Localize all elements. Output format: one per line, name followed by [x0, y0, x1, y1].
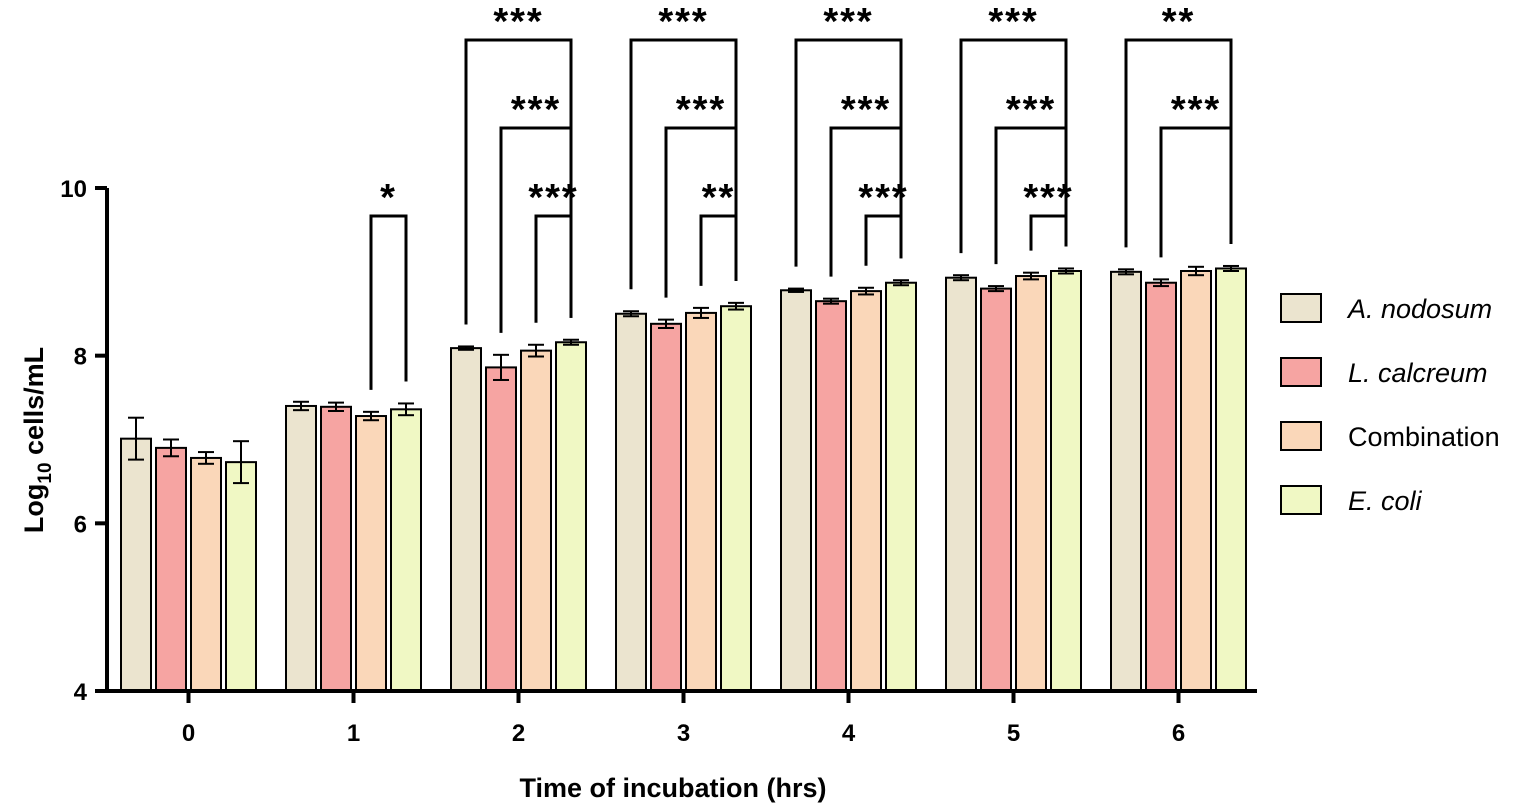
significance-label: *** — [1023, 177, 1073, 219]
y-axis-title-subscript: 10 — [35, 462, 56, 483]
error-bars-layer — [128, 264, 1239, 485]
significance-bracket — [629, 38, 738, 290]
significance-label: *** — [823, 1, 873, 43]
bar — [1110, 270, 1142, 692]
significance-bracket — [959, 38, 1068, 254]
bar — [1015, 275, 1047, 692]
legend-swatch — [1280, 357, 1322, 387]
bar — [320, 405, 352, 692]
legend-swatch — [1280, 421, 1322, 451]
axes-layer — [105, 188, 1257, 693]
significance-layer: * ***************************************… — [369, 1, 1233, 390]
bar — [815, 300, 847, 692]
bar — [555, 341, 587, 692]
significance-label: ** — [1162, 1, 1196, 43]
significance-bracket — [699, 214, 738, 286]
bar — [285, 404, 317, 692]
bar — [615, 312, 647, 692]
significance-bracket — [1029, 214, 1068, 251]
legend-label: Combination — [1348, 422, 1500, 452]
bar — [390, 408, 422, 692]
x-axis-title: Time of incubation (hrs) — [519, 773, 826, 803]
bar — [1145, 281, 1177, 692]
significance-bracket — [464, 38, 573, 325]
legend-swatch — [1280, 293, 1322, 323]
bar — [720, 305, 752, 692]
bar — [190, 456, 222, 692]
significance-bracket — [534, 214, 573, 323]
legend-label: L. calcreum — [1348, 358, 1488, 388]
significance-label: *** — [658, 1, 708, 43]
legend: A. nodosum L. calcreum Combination E. coli — [1280, 293, 1500, 516]
x-tick-label: 4 — [842, 720, 856, 747]
significance-bracket — [1159, 126, 1233, 258]
bar — [685, 311, 717, 692]
bar — [850, 290, 882, 692]
y-tick-label: 4 — [74, 679, 88, 706]
y-axis-title: Log10 cells/mL — [19, 347, 56, 533]
significance-label: *** — [676, 89, 726, 131]
bar — [885, 281, 917, 692]
y-ticks: 4 6 8 10 — [60, 176, 107, 706]
significance-bracket — [864, 214, 903, 266]
significance-label: *** — [1171, 89, 1221, 131]
bar — [485, 366, 517, 692]
bar — [1180, 269, 1212, 692]
bar — [945, 276, 977, 692]
legend-label: A. nodosum — [1346, 294, 1492, 324]
bar — [650, 322, 682, 692]
significance-label: *** — [511, 89, 561, 131]
bar — [1050, 269, 1082, 692]
significance-label: ** — [702, 177, 736, 219]
x-ticks: 0 1 2 3 4 5 6 — [182, 691, 1185, 747]
significance-label: * — [380, 177, 397, 219]
x-tick-label: 0 — [182, 720, 195, 747]
bars-layer — [120, 267, 1247, 693]
y-tick-label: 6 — [74, 511, 87, 538]
bar — [355, 415, 387, 692]
bar — [980, 287, 1012, 692]
bar — [520, 349, 552, 692]
y-tick-label: 10 — [60, 176, 87, 203]
x-tick-label: 2 — [512, 720, 525, 747]
x-tick-label: 6 — [1172, 720, 1185, 747]
significance-bracket — [369, 214, 408, 390]
x-tick-label: 1 — [347, 720, 360, 747]
y-axis-title-main: Log — [19, 484, 49, 533]
significance-label: *** — [1006, 89, 1056, 131]
x-tick-label: 5 — [1007, 720, 1020, 747]
x-tick-label: 3 — [677, 720, 690, 747]
significance-label: *** — [858, 177, 908, 219]
significance-bracket — [1124, 38, 1233, 248]
legend-swatch — [1280, 485, 1322, 515]
legend-label: E. coli — [1348, 486, 1423, 516]
significance-label: *** — [988, 1, 1038, 43]
significance-label: *** — [493, 1, 543, 43]
y-axis-title-rest: cells/mL — [19, 347, 49, 463]
bar — [780, 289, 812, 692]
bar — [155, 446, 187, 692]
y-tick-label: 8 — [74, 344, 87, 371]
bar — [120, 437, 152, 692]
significance-bracket — [794, 38, 903, 267]
significance-label: *** — [841, 89, 891, 131]
significance-label: *** — [528, 177, 578, 219]
bar — [225, 461, 257, 693]
bar — [450, 347, 482, 692]
bar — [1215, 267, 1247, 692]
